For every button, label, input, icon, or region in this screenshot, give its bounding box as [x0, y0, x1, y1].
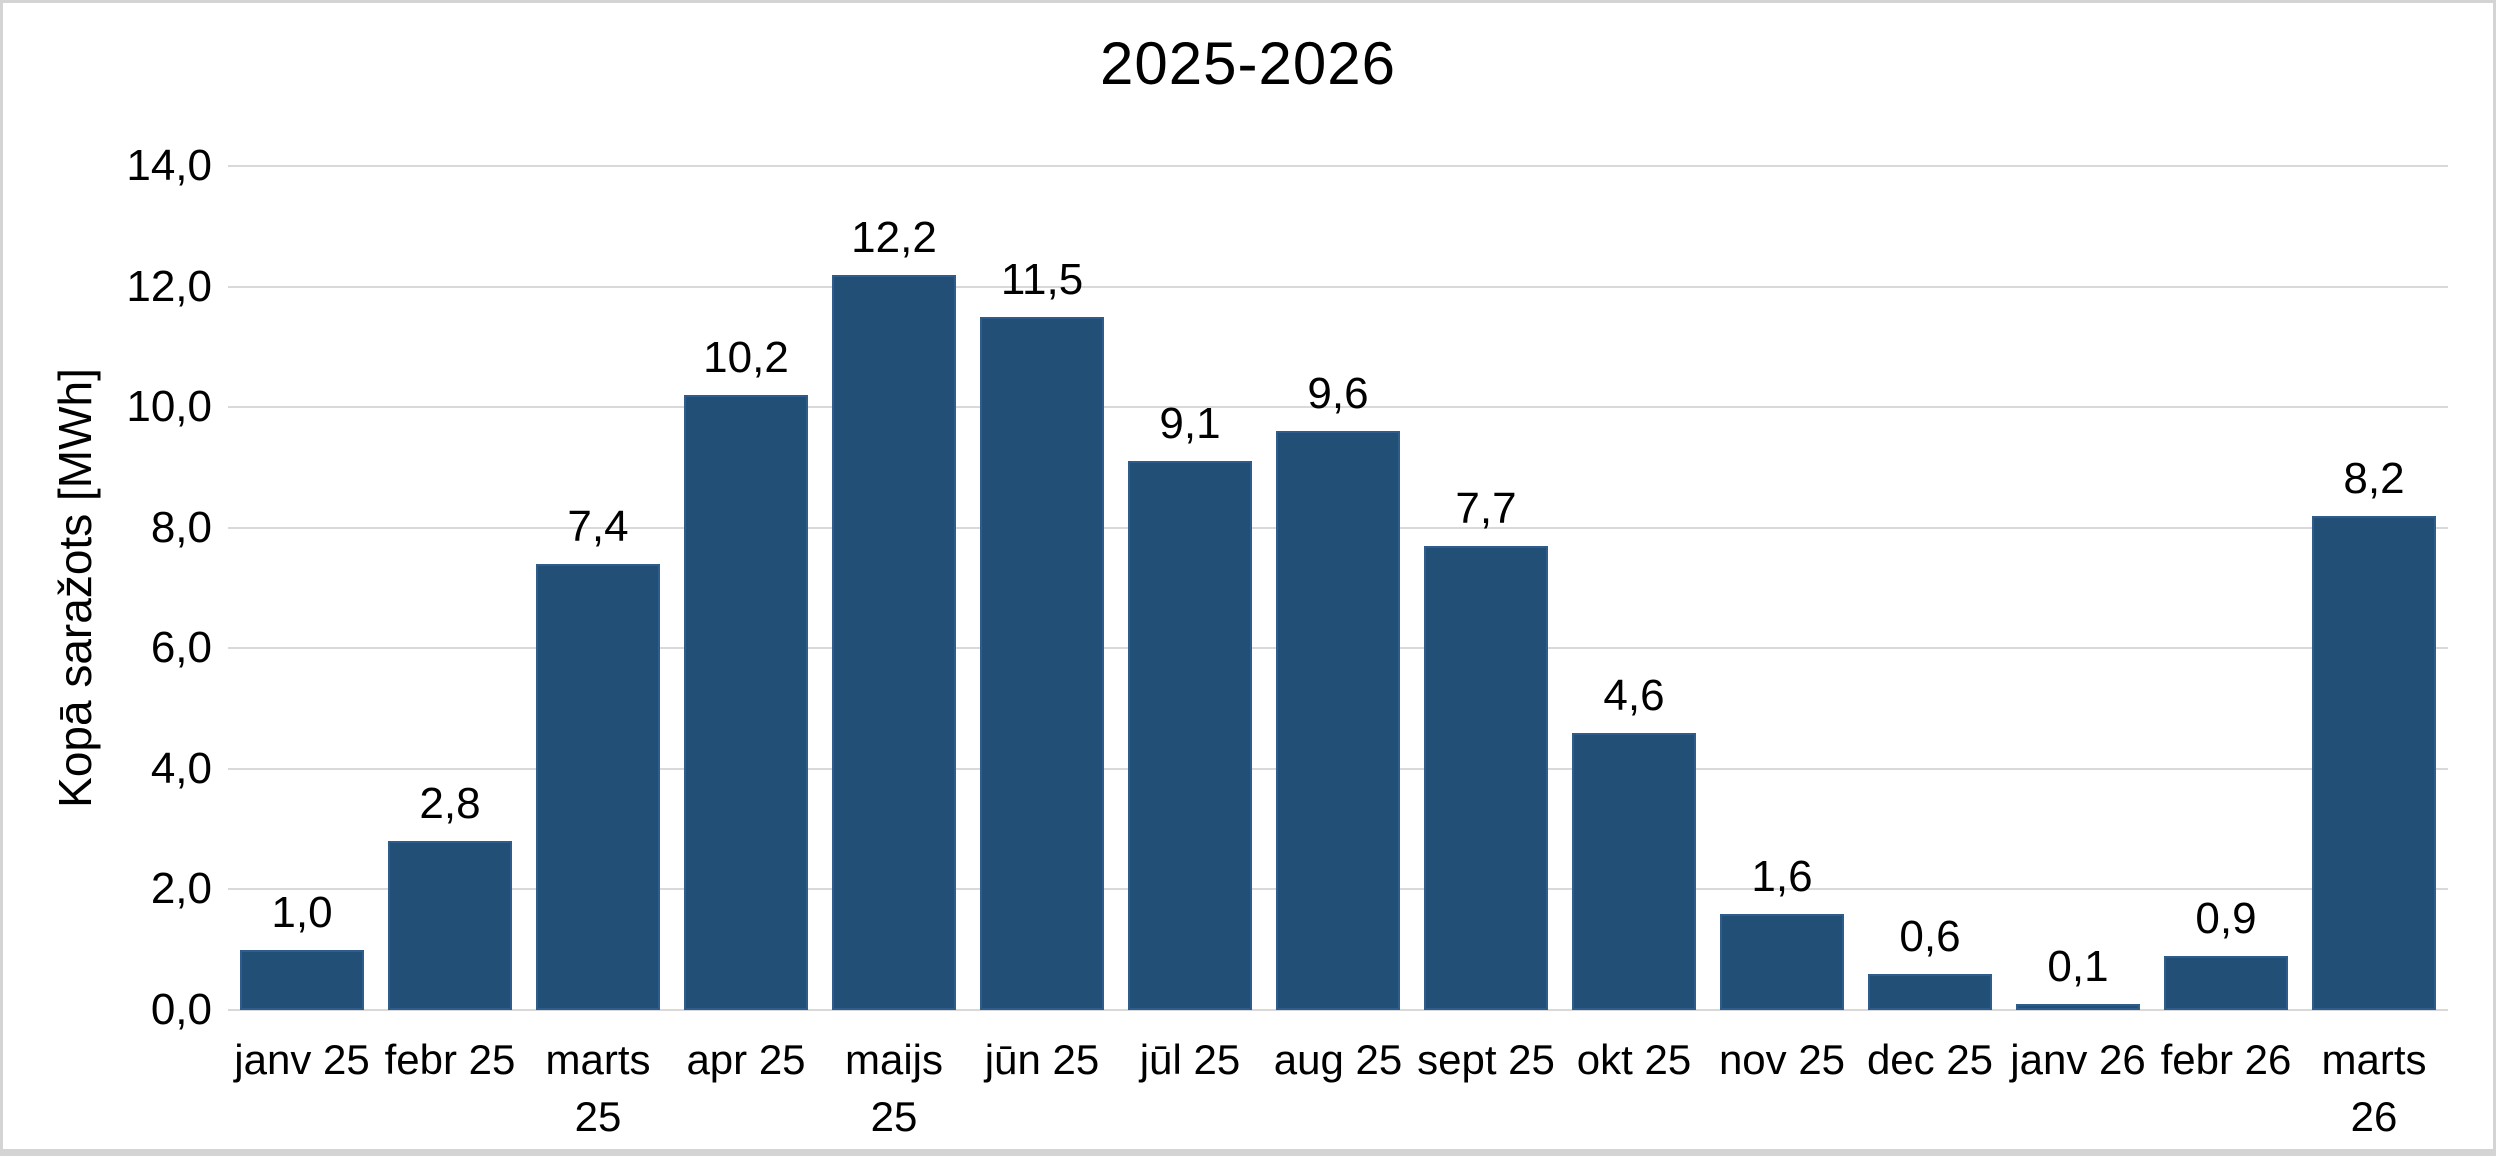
x-tick-label: maijs 25 — [844, 1036, 943, 1140]
x-tick-label: jūn 25 — [984, 1036, 1100, 1083]
y-gridline — [228, 285, 2448, 288]
bar-dec-25 — [1868, 974, 1992, 1010]
y-tick-label: 0,0 — [150, 985, 212, 1034]
y-tick-label: 8,0 — [150, 502, 212, 552]
y-gridline — [228, 406, 2448, 409]
x-tick-label: janv 25 — [234, 1036, 370, 1083]
x-tick-label: aug 25 — [1273, 1036, 1403, 1083]
bar-value-label: 11,5 — [1000, 255, 1084, 304]
x-tick-label: jūl 25 — [1139, 1036, 1241, 1083]
bar-aug-25 — [1276, 431, 1400, 1010]
bar-value-label: 7,7 — [1455, 484, 1517, 533]
y-tick-label: 6,0 — [150, 623, 212, 673]
bar-value-label: 0,9 — [2195, 894, 2257, 943]
y-tick-label: 2,0 — [150, 864, 212, 914]
bar-value-label: 0,6 — [1899, 912, 1961, 961]
bar-value-label: 9,6 — [1307, 369, 1369, 418]
y-gridline — [228, 165, 2448, 167]
x-tick-label: febr 25 — [384, 1036, 516, 1083]
x-tick-label: dec 25 — [1866, 1036, 1994, 1083]
y-tick-label: 12,0 — [126, 261, 212, 311]
bar-okt-25 — [1572, 733, 1696, 1010]
x-tick-label: febr 26 — [2160, 1036, 2292, 1083]
x-tick-label: sept 25 — [1417, 1036, 1555, 1083]
bar-febr-26 — [2164, 956, 2288, 1010]
bar-marts-25 — [536, 564, 660, 1010]
bar-value-label: 0,1 — [2047, 942, 2109, 991]
bar-value-label: 10,2 — [703, 333, 789, 382]
bar-maijs-25 — [832, 275, 956, 1010]
bar-value-label: 1,6 — [1751, 852, 1813, 901]
bar-value-label: 4,6 — [1603, 671, 1665, 720]
x-tick-label: okt 25 — [1576, 1036, 1692, 1083]
bar-nov-25 — [1720, 914, 1844, 1010]
x-tick-label: marts 26 — [2321, 1036, 2427, 1140]
bar-value-label: 7,4 — [567, 502, 629, 551]
x-tick-label: marts 25 — [545, 1036, 651, 1140]
bar-value-label: 8,2 — [2343, 454, 2405, 503]
y-tick-label: 4,0 — [150, 743, 212, 793]
x-tick-label: nov 25 — [1718, 1036, 1846, 1083]
y-tick-label: 14,0 — [126, 141, 212, 190]
bar-value-label: 12,2 — [851, 213, 937, 262]
x-tick-label: apr 25 — [686, 1036, 806, 1083]
bar-jūl-25 — [1128, 461, 1252, 1010]
bar-janv-26 — [2016, 1004, 2140, 1010]
bar-sept-25 — [1424, 546, 1548, 1010]
bar-jūn-25 — [980, 317, 1104, 1010]
bar-marts-26 — [2312, 516, 2436, 1010]
bar-value-label: 1,0 — [271, 888, 333, 937]
bar-value-label: 2,8 — [419, 779, 481, 828]
chart-title: 2025-2026 — [1100, 30, 1396, 97]
bar-febr-25 — [388, 841, 512, 1010]
bar-janv-25 — [240, 950, 364, 1010]
x-tick-label: janv 26 — [2010, 1036, 2146, 1083]
bar-apr-25 — [684, 395, 808, 1010]
y-gridline — [228, 1009, 2448, 1011]
bar-value-label: 9,1 — [1159, 399, 1221, 448]
y-tick-label: 10,0 — [126, 382, 212, 432]
